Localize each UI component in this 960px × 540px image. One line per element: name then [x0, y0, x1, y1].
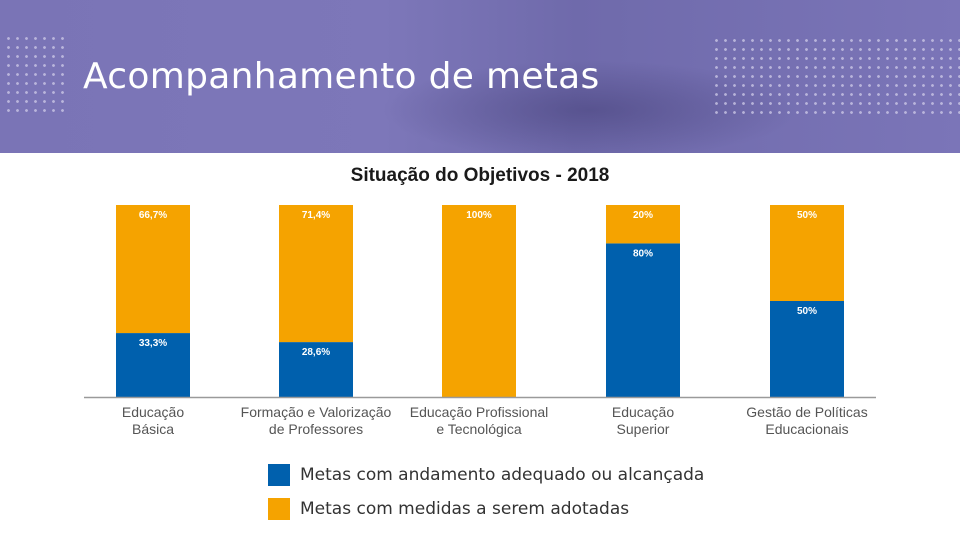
legend-swatch-orange [268, 498, 290, 520]
bar-orange-2 [442, 205, 516, 397]
chart-title: Situação do Objetivos - 2018 [351, 165, 610, 186]
bar-blue-1 [279, 342, 353, 397]
bar-blue-4 [770, 301, 844, 397]
data-label-blue-3: 80% [633, 248, 653, 259]
legend-item-orange: Metas com medidas a serem adotadas [268, 497, 629, 521]
stacked-bar-chart: Situação do Objetivos - 2018 33,3% 66,7% Ed… [84, 165, 876, 437]
data-label-orange-2: 100% [466, 210, 492, 221]
bar-blue-0 [116, 333, 190, 397]
dot-pattern-right [712, 36, 960, 116]
category-label-1-1: de Professores [269, 421, 363, 437]
legend-item-blue: Metas com andamento adequado ou alcançad… [268, 463, 704, 487]
category-label-4-0: Gestão de Políticas [746, 404, 867, 420]
bar-blue-3 [606, 243, 680, 397]
bar-orange-1 [279, 205, 353, 343]
category-label-3-1: Superior [617, 421, 670, 437]
page-title: Acompanhamento de metas [83, 56, 600, 97]
legend-label-orange: Metas com medidas a serem adotadas [300, 499, 630, 519]
category-label-4-1: Educacionais [765, 421, 848, 437]
category-label-3-0: Educação [612, 404, 674, 420]
header-banner: Acompanhamento de metas [0, 0, 960, 153]
data-label-blue-0: 33,3% [139, 338, 167, 349]
data-label-blue-1: 28,6% [302, 347, 330, 358]
data-label-orange-1: 71,4% [302, 210, 330, 221]
bar-orange-0 [116, 205, 190, 334]
legend-swatch-blue [268, 464, 290, 486]
category-label-0-0: Educação [122, 404, 184, 420]
category-label-2-0: Educação Profissional [410, 404, 549, 420]
data-label-orange-3: 20% [633, 210, 653, 221]
data-label-orange-4: 50% [797, 210, 817, 221]
dot-pattern-left [4, 34, 64, 116]
data-label-orange-0: 66,7% [139, 210, 167, 221]
category-label-1-0: Formação e Valorização [241, 404, 392, 420]
legend-label-blue: Metas com andamento adequado ou alcançad… [300, 465, 705, 485]
bar-orange-4 [770, 205, 844, 301]
category-label-0-1: Básica [132, 421, 174, 437]
bar-orange-3 [606, 205, 680, 244]
category-label-2-1: e Tecnológica [436, 421, 522, 437]
data-label-blue-4: 50% [797, 306, 817, 317]
